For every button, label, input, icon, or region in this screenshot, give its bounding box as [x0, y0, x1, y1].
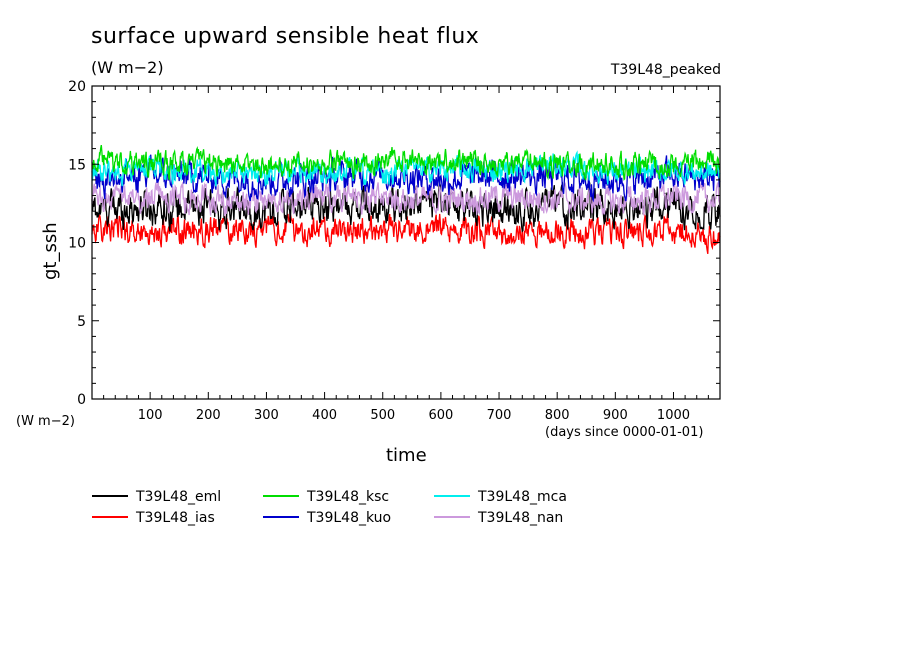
x-tick-label: 200: [196, 408, 221, 423]
x-tick-label: 800: [545, 408, 570, 423]
legend: T39L48_eml T39L48_ksc T39L48_mca T39L48_ias…: [92, 489, 567, 526]
series-line-T39L48_ksc: [91, 144, 721, 181]
x-tick-label: 100: [138, 408, 163, 423]
series-layer: [91, 144, 721, 255]
x-unit-label: (days since 0000-01-01): [545, 425, 704, 440]
x-tick-label: 1000: [657, 408, 690, 423]
x-tick-label: 700: [487, 408, 512, 423]
legend-label-T39L48_ias: T39L48_ias: [135, 510, 215, 526]
legend-label-T39L48_kuo: T39L48_kuo: [306, 510, 391, 526]
x-tick-label: 500: [370, 408, 395, 423]
legend-label-T39L48_mca: T39L48_mca: [477, 489, 567, 505]
y-unit-label: (W m−2): [16, 414, 75, 429]
chart-title: surface upward sensible heat flux: [91, 24, 480, 49]
y-tick-label: 0: [77, 392, 86, 408]
x-tick-label: 300: [254, 408, 279, 423]
legend-label-T39L48_nan: T39L48_nan: [477, 510, 563, 526]
y-tick-label: 15: [68, 157, 86, 173]
chart-subtitle: (W m−2): [91, 58, 164, 77]
series-line-T39L48_ias: [91, 212, 721, 255]
y-tick-label: 10: [68, 236, 86, 252]
x-axis-label: time: [386, 445, 427, 466]
axis-layer: 100 200 300 400 500 600 700 800 900 1000 0 5 10 15 20: [68, 79, 721, 423]
series-line-T39L48_nan: [91, 180, 721, 217]
plot-frame: [91, 85, 721, 400]
x-tick-label: 900: [603, 408, 628, 423]
run-name-label: T39L48_peaked: [610, 62, 721, 78]
x-tick-label: 600: [428, 408, 453, 423]
legend-label-T39L48_eml: T39L48_eml: [135, 489, 221, 505]
series-line-T39L48_mca: [91, 150, 721, 188]
y-tick-label: 20: [68, 79, 86, 95]
x-tick-label: 400: [312, 408, 337, 423]
legend-label-T39L48_ksc: T39L48_ksc: [306, 489, 389, 505]
y-tick-label: 5: [77, 314, 86, 330]
